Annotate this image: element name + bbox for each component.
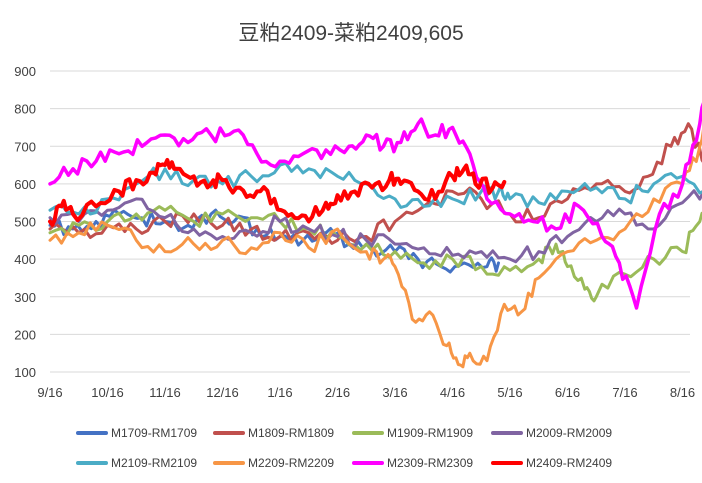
series-line-m2109-rm2109 [48,161,702,216]
legend-label: M2109-RM2109 [111,456,197,470]
y-tick-label: 600 [14,177,36,192]
x-tick-label: 10/16 [91,385,124,400]
x-tick-label: 7/16 [612,385,637,400]
x-tick-label: 4/16 [440,385,465,400]
plot-area [48,102,702,369]
legend-item: M2209-RM2209 [213,456,334,470]
y-axis-ticks: 100 200 300 400 500 600 700 800 900 [14,64,36,380]
series-line-m2409-rm2409 [48,158,507,227]
x-axis-ticks: 9/16 10/16 11/16 12/16 1/16 2/16 3/16 4/16 5/16 6… [37,385,695,400]
x-tick-label: 8/16 [670,385,695,400]
legend-label: M2209-RM2209 [248,456,334,470]
y-tick-label: 400 [14,252,36,267]
x-tick-label: 1/16 [267,385,292,400]
legend-item: M1709-RM1709 [76,426,197,440]
y-tick-label: 500 [14,215,36,230]
legend-item: M2309-RM2309 [352,456,473,470]
series-line-m1909-rm1909 [48,204,702,303]
x-tick-label: 3/16 [382,385,407,400]
y-tick-label: 900 [14,64,36,79]
series-line-m1809-rm1809 [48,122,702,245]
chart-title: 豆粕2409-菜粕2409,605 [238,22,463,45]
x-tick-label: 6/16 [555,385,580,400]
legend-label: M1709-RM1709 [111,426,197,440]
x-tick-label: 9/16 [37,385,62,400]
legend-label: M2409-RM2409 [526,456,612,470]
legend-label: M2009-RM2009 [526,426,612,440]
legend-label: M1809-RM1809 [248,426,334,440]
y-tick-label: 700 [14,139,36,154]
legend-item: M2009-RM2009 [491,426,612,440]
y-tick-label: 100 [14,365,36,380]
y-tick-label: 300 [14,290,36,305]
x-tick-label: 11/16 [149,385,181,400]
legend-item: M1909-RM1909 [352,426,473,440]
legend-item: M2409-RM2409 [491,456,612,470]
legend-item: M1809-RM1809 [213,426,334,440]
x-tick-label: 12/16 [206,385,239,400]
legend-item: M2109-RM2109 [76,456,197,470]
y-tick-label: 800 [14,102,36,117]
series-line-m2009-rm2009 [48,189,702,264]
legend-label: M2309-RM2309 [387,456,473,470]
legend: M1709-RM1709 M1809-RM1809 M1909-RM1909 M200… [76,426,612,470]
series-line-m2309-rm2309 [48,102,702,310]
x-tick-label: 5/16 [497,385,522,400]
legend-label: M1909-RM1909 [387,426,473,440]
x-tick-label: 2/16 [325,385,350,400]
y-tick-label: 200 [14,327,36,342]
